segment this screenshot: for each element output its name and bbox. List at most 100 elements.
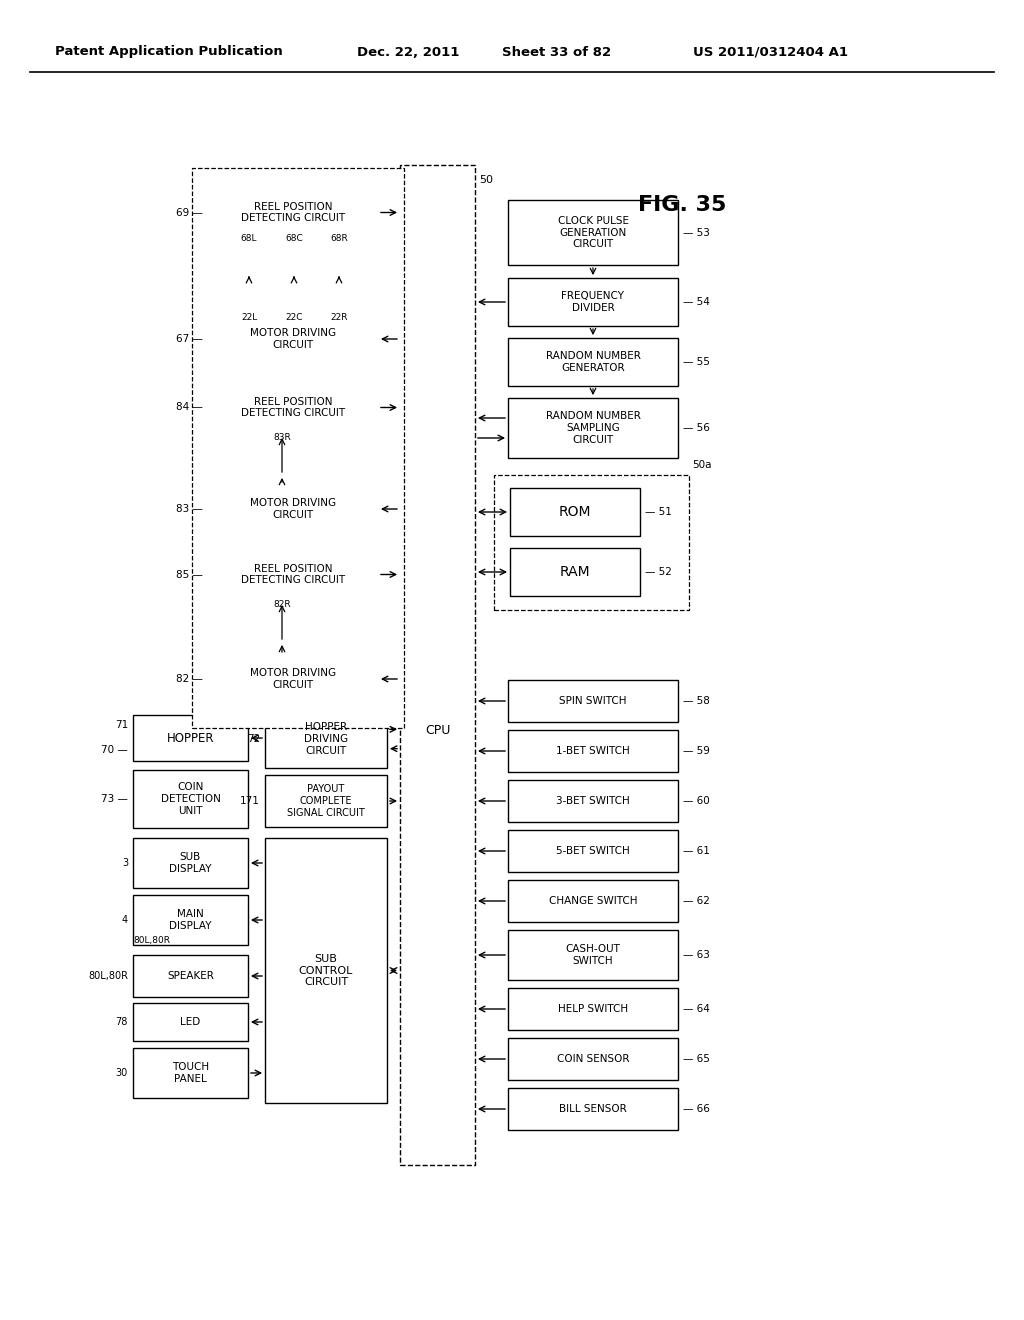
Text: — 51: — 51 (645, 507, 672, 517)
Text: 68R: 68R (330, 234, 348, 243)
Bar (133, 895, 248, 945)
Bar (280, 280, 308, 308)
Bar (208, 315, 378, 363)
Text: 30: 30 (116, 1068, 128, 1078)
Text: HOPPER: HOPPER (167, 731, 214, 744)
Text: 70 —: 70 — (101, 744, 128, 755)
Bar (508, 987, 678, 1030)
Bar (508, 730, 678, 772)
Text: Dec. 22, 2011: Dec. 22, 2011 (357, 45, 460, 58)
Text: RAM: RAM (560, 565, 590, 579)
Bar (133, 770, 248, 828)
Text: 68L: 68L (241, 234, 257, 243)
Text: CASH-OUT
SWITCH: CASH-OUT SWITCH (565, 944, 621, 966)
Text: 71: 71 (115, 719, 128, 730)
Text: 82R: 82R (273, 601, 291, 609)
Text: 22L: 22L (241, 313, 257, 322)
Text: 3: 3 (122, 858, 128, 869)
Bar (508, 338, 678, 385)
Text: 4: 4 (122, 915, 128, 925)
Text: 83R: 83R (273, 433, 291, 442)
Bar (400, 165, 475, 1166)
Text: 82 —: 82 — (176, 675, 203, 684)
Bar (193, 168, 404, 729)
Bar (508, 1088, 678, 1130)
Text: TOUCH
PANEL: TOUCH PANEL (172, 1063, 209, 1084)
Bar (208, 484, 378, 533)
Text: COIN SENSOR: COIN SENSOR (557, 1053, 630, 1064)
Text: MOTOR DRIVING
CIRCUIT: MOTOR DRIVING CIRCUIT (250, 668, 336, 690)
Text: 72: 72 (247, 734, 260, 744)
Bar (325, 280, 353, 308)
Text: 68C: 68C (285, 234, 303, 243)
Text: RANDOM NUMBER
SAMPLING
CIRCUIT: RANDOM NUMBER SAMPLING CIRCUIT (546, 412, 640, 445)
Text: CLOCK PULSE
GENERATION
CIRCUIT: CLOCK PULSE GENERATION CIRCUIT (557, 216, 629, 249)
Text: — 66: — 66 (683, 1104, 710, 1114)
Text: BILL SENSOR: BILL SENSOR (559, 1104, 627, 1114)
Text: 80L,80R: 80L,80R (88, 972, 128, 981)
Bar (208, 655, 378, 704)
Text: — 65: — 65 (683, 1053, 710, 1064)
Text: SUB
CONTROL
CIRCUIT: SUB CONTROL CIRCUIT (299, 954, 353, 987)
Text: ROM: ROM (559, 506, 591, 519)
Text: 50: 50 (479, 176, 493, 185)
Text: MOTOR DRIVING
CIRCUIT: MOTOR DRIVING CIRCUIT (250, 329, 336, 350)
Bar (510, 488, 640, 536)
Text: REEL POSITION
DETECTING CIRCUIT: REEL POSITION DETECTING CIRCUIT (241, 397, 345, 418)
Text: US 2011/0312404 A1: US 2011/0312404 A1 (693, 45, 848, 58)
Bar (208, 546, 378, 602)
Text: CHANGE SWITCH: CHANGE SWITCH (549, 896, 637, 906)
Bar (508, 680, 678, 722)
Text: CPU: CPU (425, 723, 451, 737)
Bar (234, 248, 263, 276)
Bar (133, 1048, 248, 1098)
Text: RANDOM NUMBER
GENERATOR: RANDOM NUMBER GENERATOR (546, 351, 640, 372)
Text: — 61: — 61 (683, 846, 710, 855)
Text: HOPPER
DRIVING
CIRCUIT: HOPPER DRIVING CIRCUIT (304, 722, 348, 755)
Text: PAYOUT
COMPLETE
SIGNAL CIRCUIT: PAYOUT COMPLETE SIGNAL CIRCUIT (287, 784, 365, 817)
Text: 3-BET SWITCH: 3-BET SWITCH (556, 796, 630, 807)
Text: MAIN
DISPLAY: MAIN DISPLAY (169, 909, 212, 931)
Bar (508, 201, 678, 265)
Bar (508, 399, 678, 458)
Bar (234, 280, 263, 308)
Text: SPEAKER: SPEAKER (167, 972, 214, 981)
Bar (208, 185, 378, 240)
Bar (508, 1038, 678, 1080)
Text: 73 —: 73 — (101, 795, 128, 804)
Text: Sheet 33 of 82: Sheet 33 of 82 (502, 45, 611, 58)
Bar (494, 475, 689, 610)
Bar (355, 248, 373, 276)
Bar (265, 838, 387, 1104)
Text: 80L,80R: 80L,80R (133, 936, 170, 945)
Text: SPIN SWITCH: SPIN SWITCH (559, 696, 627, 706)
Text: — 54: — 54 (683, 297, 710, 308)
Text: — 62: — 62 (683, 896, 710, 906)
Bar (310, 248, 328, 276)
Text: — 59: — 59 (683, 746, 710, 756)
Bar (298, 614, 316, 642)
Bar (508, 830, 678, 873)
Text: 22C: 22C (286, 313, 303, 322)
Text: REEL POSITION
DETECTING CIRCUIT: REEL POSITION DETECTING CIRCUIT (241, 564, 345, 585)
Text: FIG. 35: FIG. 35 (638, 195, 726, 215)
Text: HELP SWITCH: HELP SWITCH (558, 1005, 628, 1014)
Bar (508, 780, 678, 822)
Bar (133, 954, 248, 997)
Text: 84 —: 84 — (176, 403, 203, 412)
Bar (268, 614, 296, 642)
Bar (298, 447, 316, 475)
Text: 50a: 50a (692, 459, 712, 470)
Bar (280, 248, 308, 276)
Text: 5-BET SWITCH: 5-BET SWITCH (556, 846, 630, 855)
Text: — 56: — 56 (683, 422, 710, 433)
Text: 171: 171 (240, 796, 260, 807)
Text: 22R: 22R (331, 313, 348, 322)
Bar (265, 248, 283, 276)
Text: — 64: — 64 (683, 1005, 710, 1014)
Text: COIN
DETECTION
UNIT: COIN DETECTION UNIT (161, 783, 220, 816)
Bar (133, 838, 248, 888)
Text: FREQUENCY
DIVIDER: FREQUENCY DIVIDER (561, 292, 625, 313)
Text: 1-BET SWITCH: 1-BET SWITCH (556, 746, 630, 756)
Bar (133, 1003, 248, 1041)
